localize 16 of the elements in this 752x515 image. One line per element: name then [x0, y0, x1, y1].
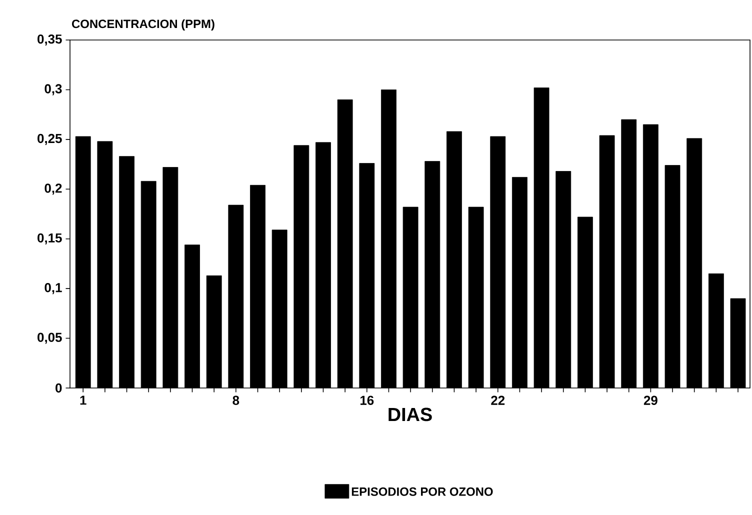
- y-tick-label: 0,2: [44, 184, 62, 195]
- y-tick-label: 0: [56, 383, 62, 393]
- x-tick-label: 8: [232, 396, 240, 405]
- y-tick-label: 0,15: [38, 233, 62, 244]
- y-axis-title: CONCENTRACION (PPM): [72, 19, 214, 30]
- legend-label: EPISODIOS POR OZONO: [352, 487, 493, 496]
- x-tick-label: 16: [360, 396, 374, 405]
- x-tick-label: 22: [491, 396, 505, 405]
- x-tick-label: 29: [644, 396, 658, 405]
- y-tick-label: 0,05: [38, 332, 62, 344]
- x-axis-title: DIAS: [388, 408, 432, 422]
- y-tick-label: 0,3: [44, 84, 62, 96]
- x-tick-label: 1: [80, 396, 86, 405]
- y-tick-label: 0,1: [44, 283, 62, 294]
- y-tick-label: 0,25: [38, 134, 62, 145]
- y-tick-label: 0,35: [38, 34, 62, 46]
